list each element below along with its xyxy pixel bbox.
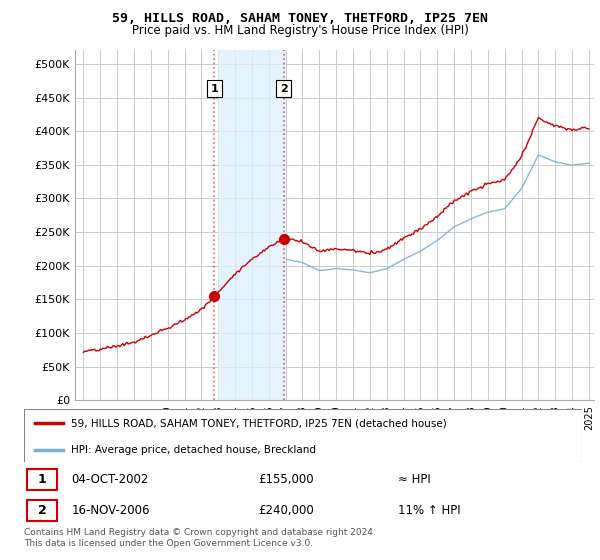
Text: 11% ↑ HPI: 11% ↑ HPI (398, 504, 460, 517)
Text: Contains HM Land Registry data © Crown copyright and database right 2024.
This d: Contains HM Land Registry data © Crown c… (24, 528, 376, 548)
Text: 16-NOV-2006: 16-NOV-2006 (71, 504, 150, 517)
Text: 1: 1 (38, 473, 47, 486)
Text: HPI: Average price, detached house, Breckland: HPI: Average price, detached house, Brec… (71, 445, 316, 455)
Text: £155,000: £155,000 (259, 473, 314, 486)
Text: 1: 1 (211, 84, 218, 94)
Text: £240,000: £240,000 (259, 504, 314, 517)
Text: 2: 2 (38, 504, 47, 517)
Text: ≈ HPI: ≈ HPI (398, 473, 431, 486)
Bar (27, 500, 58, 521)
Text: 04-OCT-2002: 04-OCT-2002 (71, 473, 149, 486)
Bar (27, 469, 58, 490)
Text: Price paid vs. HM Land Registry's House Price Index (HPI): Price paid vs. HM Land Registry's House … (131, 24, 469, 36)
Text: 59, HILLS ROAD, SAHAM TONEY, THETFORD, IP25 7EN: 59, HILLS ROAD, SAHAM TONEY, THETFORD, I… (112, 12, 488, 25)
Text: 2: 2 (280, 84, 287, 94)
Text: 59, HILLS ROAD, SAHAM TONEY, THETFORD, IP25 7EN (detached house): 59, HILLS ROAD, SAHAM TONEY, THETFORD, I… (71, 418, 447, 428)
Bar (218, 50, 286, 400)
